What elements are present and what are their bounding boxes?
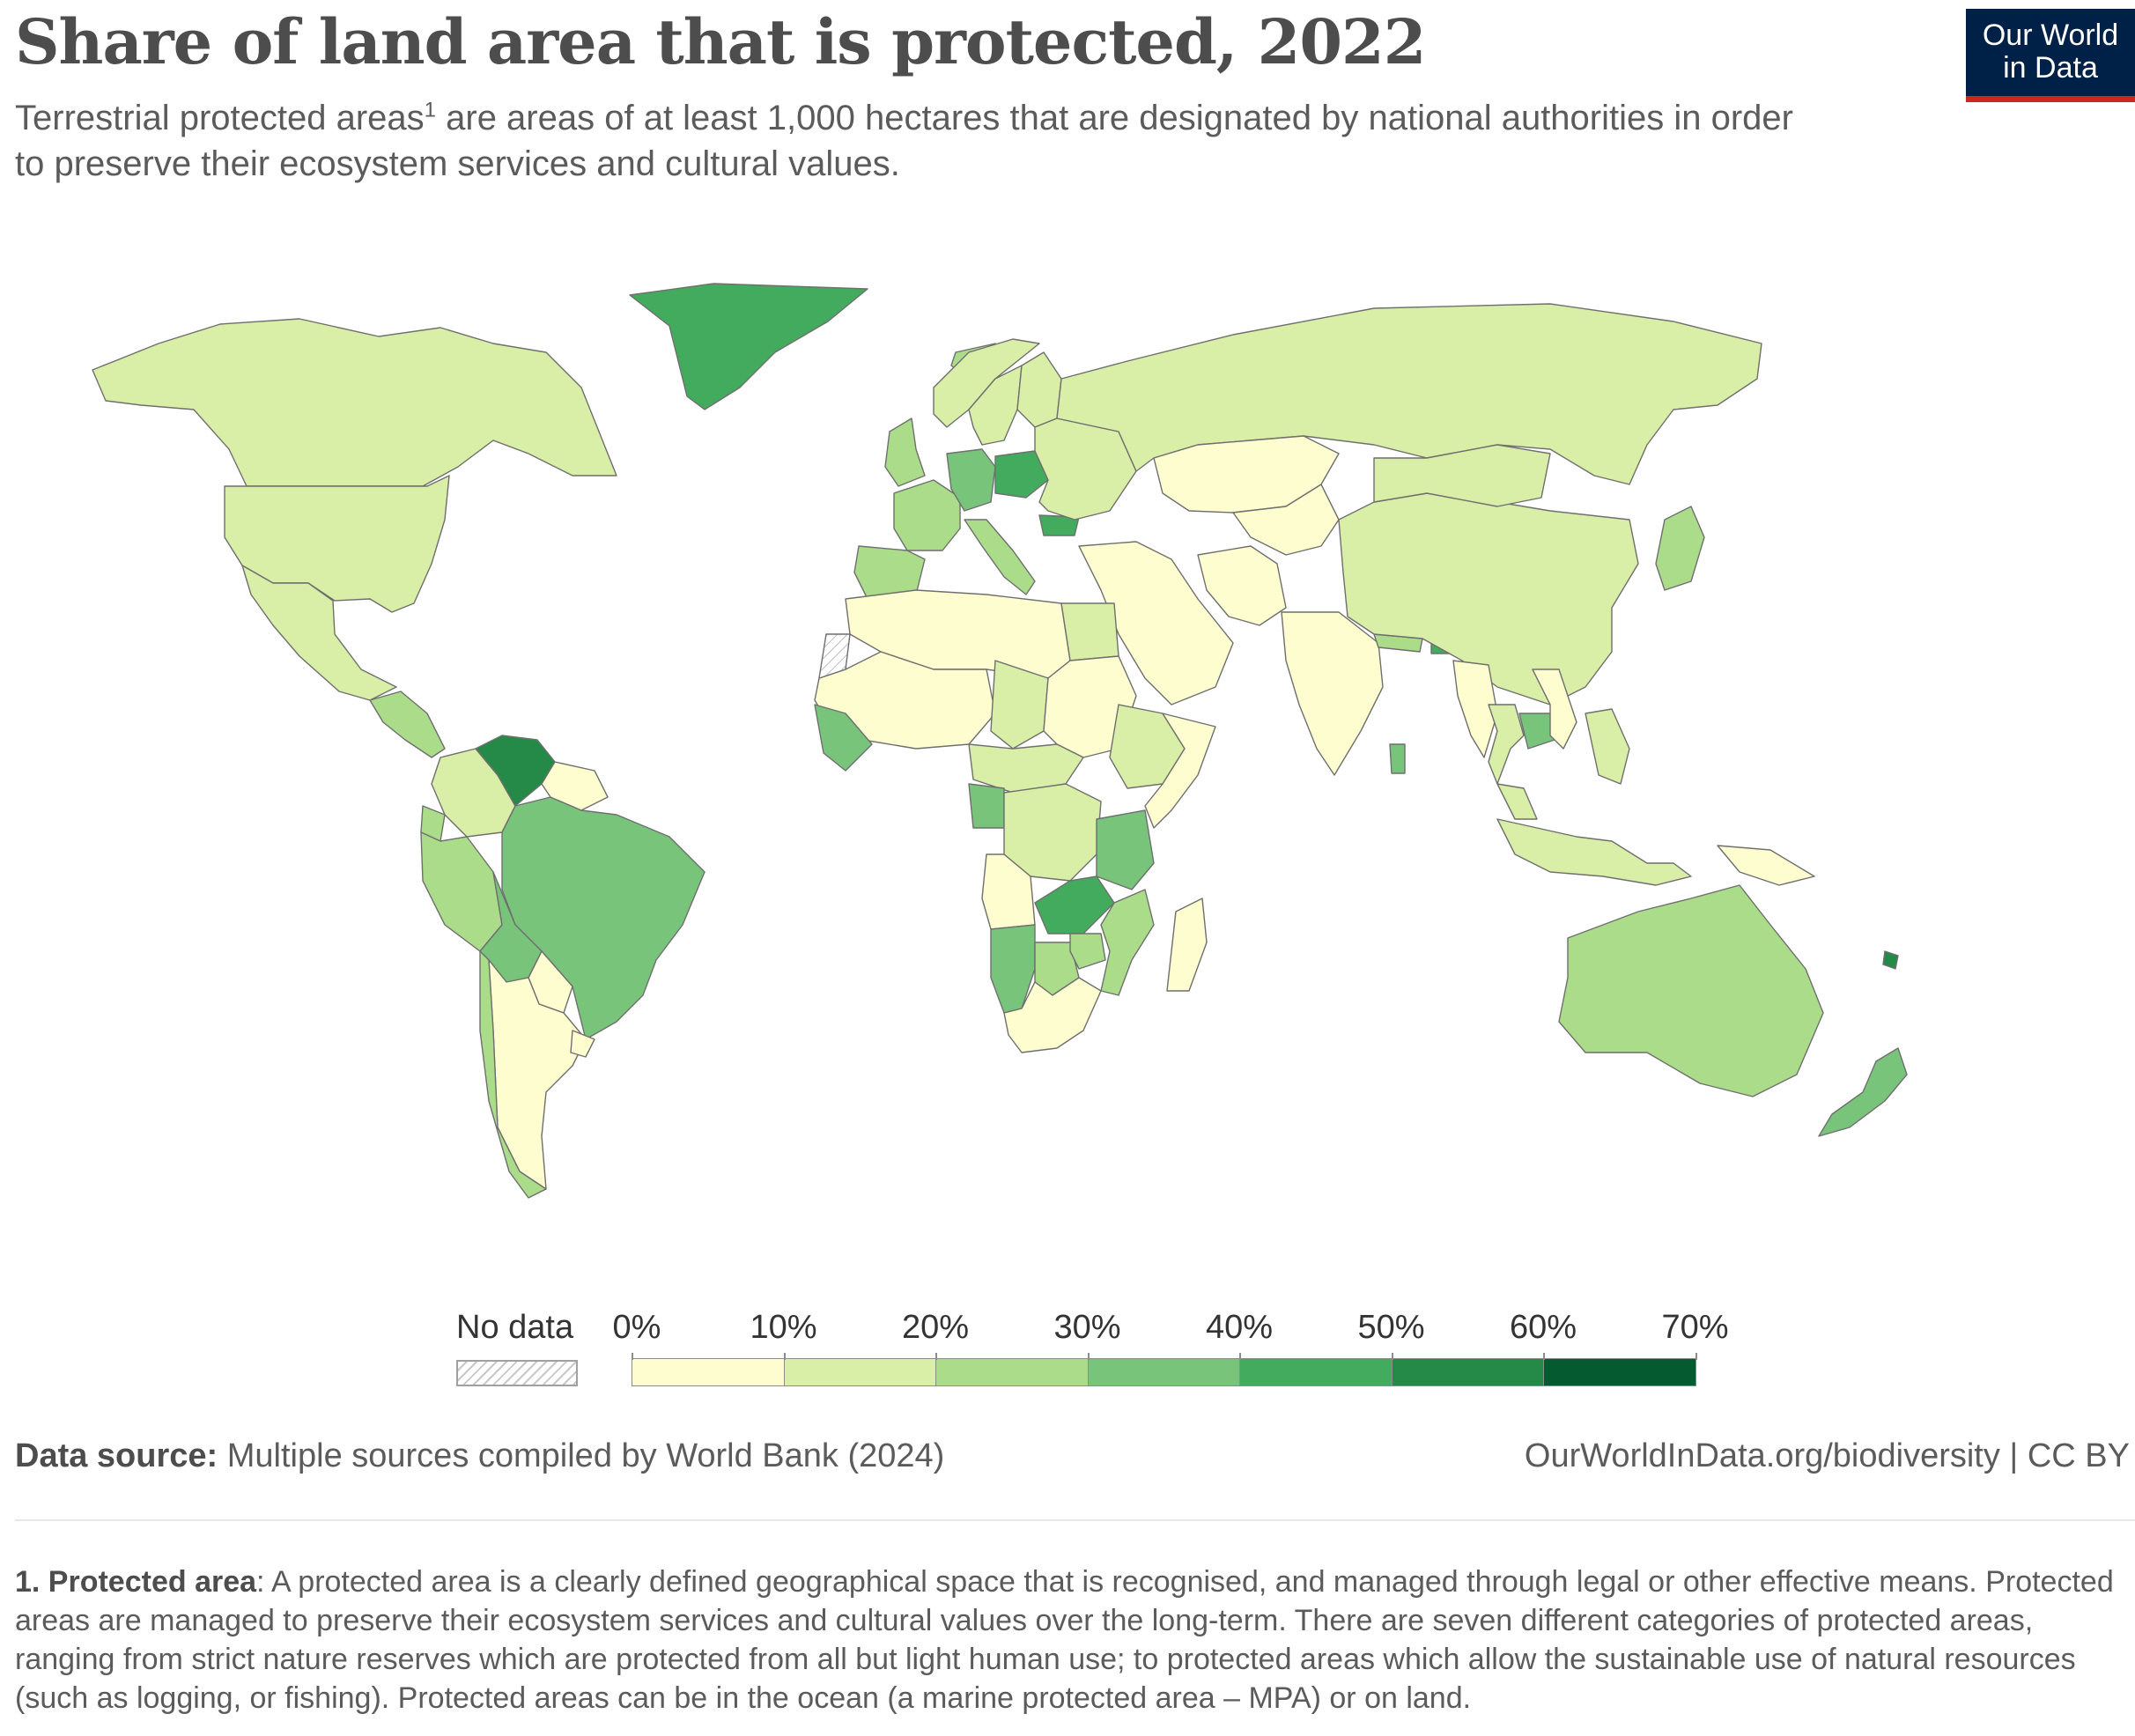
country-peru[interactable]: Peru: 22% <box>420 831 503 952</box>
country-chad[interactable]: Chad: 18% <box>990 660 1049 750</box>
country-poland[interactable]: Poland: 40% <box>994 450 1049 499</box>
legend-tick <box>1391 1353 1393 1360</box>
country-papua-new-guinea[interactable]: Papua New Guinea: 3% <box>1717 845 1815 886</box>
country-south-africa[interactable]: South Africa: 9% <box>1003 977 1102 1053</box>
world-map-svg[interactable]: Canada: 12%United States: 13%Greenland: … <box>0 255 2135 1207</box>
legend-tick <box>1087 1353 1090 1360</box>
country-australia[interactable]: Australia: 22% <box>1558 884 1824 1097</box>
legend-tick-label: 60% <box>1509 1309 1577 1346</box>
data-source-text: Multiple sources compiled by World Bank … <box>218 1437 945 1474</box>
footer-divider <box>15 1519 2135 1521</box>
country-chile[interactable]: Chile: 21% <box>479 950 547 1199</box>
legend-bin[interactable] <box>1239 1358 1393 1386</box>
legend-bin[interactable] <box>935 1358 1089 1386</box>
country-greenland[interactable]: Greenland: 45% <box>629 283 868 410</box>
color-legend: No data 0% 10% 20% 30% 40% 50% 60% 70% <box>449 1302 1744 1394</box>
legend-tick <box>632 1353 633 1360</box>
footnote-label: 1. Protected area <box>15 1565 257 1599</box>
country-mexico[interactable]: Mexico: 14% <box>241 565 397 701</box>
country-italy[interactable]: Italy: 21% <box>964 519 1036 595</box>
country-vietnam[interactable]: Vietnam: 8% <box>1532 669 1577 750</box>
legend-no-data-label: No data <box>456 1309 574 1346</box>
legend-tick <box>1695 1353 1697 1360</box>
chart-title: Share of land area that is protected, 20… <box>15 5 1426 78</box>
logo-line-1: Our World <box>1982 18 2119 52</box>
country-india[interactable]: India: 7% <box>1281 611 1384 776</box>
country-philippines[interactable]: Philippines: 15% <box>1585 708 1630 785</box>
country-new-zealand[interactable]: New Zealand: 32% <box>1818 1047 1908 1137</box>
country-central-america[interactable]: Central America: 25% <box>369 691 446 758</box>
country-germany[interactable]: Germany: 38% <box>946 448 996 512</box>
country-cambodia[interactable]: Cambodia: 38% <box>1518 713 1555 750</box>
country-uruguay[interactable]: Uruguay: 1% <box>570 1030 595 1058</box>
footnote-text: : A protected area is a clearly defined … <box>15 1565 2114 1715</box>
country-sri-lanka[interactable]: Sri Lanka: 30% <box>1389 743 1406 774</box>
legend-tick <box>1543 1353 1545 1360</box>
country-central-asia[interactable]: Central Asia: 5% <box>1232 484 1340 556</box>
legend-bin[interactable] <box>632 1358 785 1386</box>
legend-tick-label: 70% <box>1661 1309 1729 1346</box>
legend-bin[interactable] <box>1543 1358 1696 1386</box>
footnote-marker[interactable]: 1 <box>424 98 437 122</box>
footnote: 1. Protected area: A protected area is a… <box>15 1562 2120 1718</box>
subtitle-text-start: Terrestrial protected areas <box>15 99 425 137</box>
country-mongolia[interactable]: Mongolia: 19% <box>1373 444 1551 507</box>
logo-line-2: in Data <box>2003 51 2098 85</box>
legend-bin[interactable] <box>783 1358 936 1386</box>
country-tanzania[interactable]: Tanzania: 38% <box>1096 809 1155 890</box>
legend-tick <box>1239 1353 1241 1360</box>
country-finland[interactable]: Finland: 13% <box>1016 351 1062 428</box>
country-indonesia[interactable]: Indonesia: 12% <box>1496 818 1692 886</box>
chart-subtitle: Terrestrial protected areas1 are areas o… <box>15 95 1829 187</box>
country-mozambique[interactable]: Mozambique: 25% <box>1100 889 1155 996</box>
country-france[interactable]: France: 28% <box>893 479 961 551</box>
subtitle-text-end: are areas of at least 1,000 hectares tha… <box>15 99 1793 183</box>
country-iran[interactable]: Iran: 7% <box>1197 545 1287 626</box>
country-central-african-republic[interactable]: Central African Republic: 18% <box>968 743 1084 794</box>
country-madagascar[interactable]: Madagascar: 8% <box>1166 898 1208 992</box>
country-guyana[interactable]: Guyana: 9% <box>541 761 609 811</box>
legend-tick-label: 30% <box>1053 1309 1121 1346</box>
legend-tick <box>783 1353 786 1360</box>
legend-bin[interactable] <box>1391 1358 1544 1386</box>
data-source-label: Data source: <box>15 1437 218 1474</box>
country-united-kingdom[interactable]: United Kingdom: 28% <box>884 417 926 487</box>
country-sweden[interactable]: Sweden: 15% <box>968 365 1023 446</box>
legend-bin[interactable] <box>1087 1358 1240 1386</box>
legend-no-data-swatch[interactable] <box>456 1360 578 1386</box>
legend-tick <box>935 1353 937 1360</box>
country-malaysia[interactable]: Malaysia: 15% <box>1496 783 1538 820</box>
legend-tick-label: 0% <box>612 1309 661 1346</box>
country-zimbabwe[interactable]: Zimbabwe: 27% <box>1069 933 1106 970</box>
legend-tick-label: 40% <box>1205 1309 1274 1346</box>
country-western-sahara[interactable]: Western Sahara <box>818 633 851 679</box>
country-myanmar[interactable]: Myanmar: 7% <box>1452 660 1498 758</box>
country-canada[interactable]: Canada: 12% <box>92 318 617 487</box>
country-egypt[interactable]: Egypt: 13% <box>1060 602 1119 661</box>
source-url-link[interactable]: OurWorldInData.org/biodiversity | CC BY <box>1524 1437 2130 1474</box>
country-japan[interactable]: Japan: 29% <box>1655 506 1705 591</box>
country-new-caledonia[interactable]: New Caledonia: 55% <box>1882 950 1899 970</box>
country-thailand[interactable]: Thailand: 19% <box>1488 704 1525 785</box>
country-gabon[interactable]: Gabon: 30% <box>968 783 1005 829</box>
legend-tick-label: 10% <box>750 1309 817 1346</box>
owid-logo[interactable]: Our World in Data <box>1966 9 2135 102</box>
legend-tick-label: 20% <box>901 1309 970 1346</box>
legend-tick-label: 50% <box>1357 1309 1425 1346</box>
world-map[interactable]: Canada: 12%United States: 13%Greenland: … <box>0 255 2135 1207</box>
country-guinea[interactable]: Guinea: 34% <box>814 704 873 772</box>
data-source: Data source: Multiple sources compiled b… <box>15 1437 944 1475</box>
country-somalia[interactable]: Somalia: 1% <box>1144 713 1216 829</box>
